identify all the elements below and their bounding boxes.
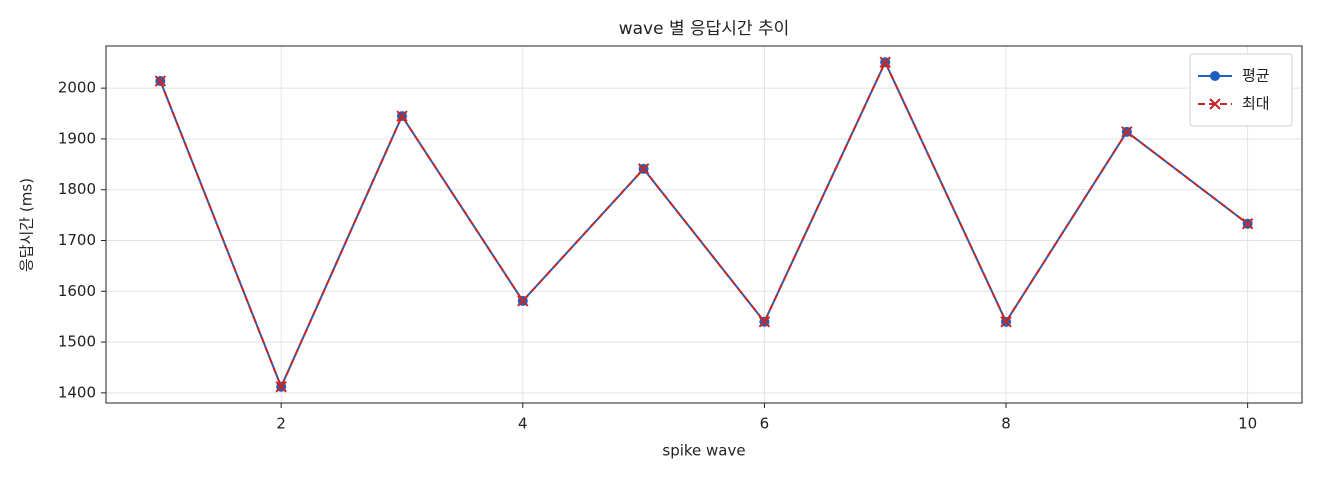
chart-title: wave 별 응답시간 추이 xyxy=(619,19,790,39)
legend-label: 평균 xyxy=(1242,67,1270,85)
plot-frame xyxy=(105,45,1303,404)
marker xyxy=(758,316,771,328)
y-tick-label: 1500 xyxy=(58,333,96,351)
marker xyxy=(396,110,408,122)
marker xyxy=(154,75,167,87)
series-line xyxy=(159,59,1249,390)
y-tick-label: 2000 xyxy=(58,79,96,97)
x-axis-label: spike wave xyxy=(662,442,745,460)
marker xyxy=(517,295,529,307)
marker xyxy=(1241,218,1254,230)
x-tick-label: 2 xyxy=(276,415,286,433)
y-tick-label: 1700 xyxy=(58,231,96,249)
y-tick-label: 1800 xyxy=(58,180,96,198)
y-tick-label: 1600 xyxy=(58,282,96,300)
marker xyxy=(1209,98,1221,110)
legend-box xyxy=(1189,53,1293,127)
marker xyxy=(879,56,891,68)
marker xyxy=(1000,316,1012,328)
legend-label: 최대 xyxy=(1242,95,1270,113)
y-axis-label: 응답시간 (ms) xyxy=(18,178,36,272)
marker xyxy=(1210,71,1220,81)
marker xyxy=(637,163,650,175)
x-tick-label: 6 xyxy=(760,415,770,433)
series-line xyxy=(159,59,1249,390)
x-tick-label: 8 xyxy=(1001,415,1011,433)
y-tick-label: 1900 xyxy=(58,129,96,147)
marker xyxy=(1121,126,1133,138)
x-tick-label: 4 xyxy=(518,415,528,433)
y-tick-label: 1400 xyxy=(58,383,96,401)
x-tick-label: 10 xyxy=(1238,415,1257,433)
marker xyxy=(275,381,287,393)
